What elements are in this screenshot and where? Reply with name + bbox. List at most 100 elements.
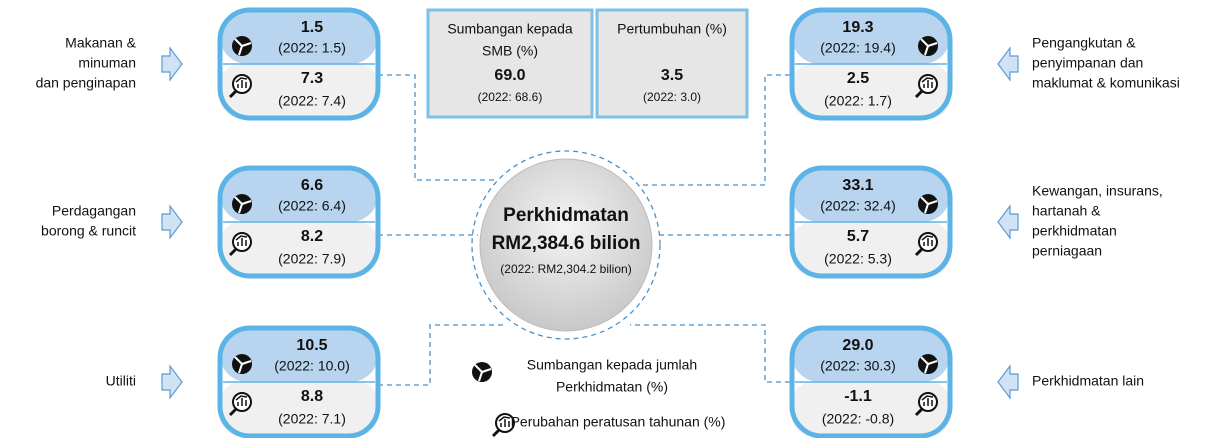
sector-arrow xyxy=(997,46,1019,82)
header-value: 69.0 xyxy=(494,67,525,84)
contribution-box xyxy=(426,8,594,119)
sector-badge-frame xyxy=(789,7,953,121)
growth-icon xyxy=(498,416,511,427)
growth-icon xyxy=(235,77,248,88)
sector-share-previous: (2022: 10.0) xyxy=(274,358,350,374)
growth-icon xyxy=(228,247,238,257)
sector-arrow xyxy=(161,46,183,82)
share-icon xyxy=(234,38,252,56)
share-icon xyxy=(474,364,492,382)
sector-share-previous: (2022: 32.4) xyxy=(820,198,896,214)
legend-text: Perubahan peratusan tahunan (%) xyxy=(511,414,726,430)
header-label: SMB (%) xyxy=(482,43,538,59)
header-previous: (2022: 3.0) xyxy=(643,90,701,104)
sector-growth-previous: (2022: 5.3) xyxy=(824,251,892,267)
sector-badge-top xyxy=(792,168,950,222)
sector-label: Utiliti xyxy=(106,373,136,389)
sector-share: 33.1 xyxy=(842,177,873,194)
sector-arrow xyxy=(161,204,183,240)
sector-badge-top xyxy=(792,328,950,382)
sector-growth: 5.7 xyxy=(847,228,869,245)
sector-label: minuman xyxy=(78,55,136,71)
sector-share-previous: (2022: 19.4) xyxy=(820,40,896,56)
sector-growth: 2.5 xyxy=(847,70,869,87)
connector xyxy=(640,74,790,186)
growth-icon xyxy=(921,235,934,246)
sector-growth-previous: (2022: -0.8) xyxy=(822,411,894,427)
growth-icon xyxy=(228,89,238,99)
growth-icon xyxy=(914,89,924,99)
growth-icon xyxy=(914,247,924,257)
growth-icon xyxy=(235,235,248,246)
sector-badge-bottom xyxy=(792,382,950,436)
sector-label: Makanan & xyxy=(65,35,136,51)
growth-box xyxy=(595,8,749,119)
sector-badge-frame xyxy=(789,325,953,438)
sector-badge-top xyxy=(220,168,378,222)
center-circle xyxy=(479,158,653,332)
sector-growth-previous: (2022: 7.1) xyxy=(278,411,346,427)
growth-icon xyxy=(914,407,924,417)
sector-badge-top xyxy=(220,328,378,382)
connector xyxy=(378,324,505,386)
connector xyxy=(378,74,495,181)
sector-share-previous: (2022: 30.3) xyxy=(820,358,896,374)
share-icon xyxy=(234,356,252,374)
sector-growth: 8.8 xyxy=(301,388,323,405)
sector-share: 6.6 xyxy=(301,177,323,194)
sector-badge-frame xyxy=(789,165,953,279)
sector-badge-frame xyxy=(217,325,381,438)
header-previous: (2022: 68.6) xyxy=(478,90,543,104)
growth-icon xyxy=(921,77,934,88)
sector-badge-bottom xyxy=(220,64,378,118)
sector-label: penyimpanan dan xyxy=(1032,55,1143,71)
sector-badge-frame xyxy=(217,7,381,121)
header-label: Pertumbuhan (%) xyxy=(617,21,727,37)
sector-growth: 8.2 xyxy=(301,228,323,245)
sector-label: Pengangkutan & xyxy=(1032,35,1136,51)
sector-growth: -1.1 xyxy=(844,388,872,405)
sector-label: Perdagangan xyxy=(52,203,136,219)
sector-badge-top xyxy=(220,10,378,64)
center-title: Perkhidmatan xyxy=(503,205,629,226)
sector-badge-bottom xyxy=(220,222,378,276)
share-icon xyxy=(920,196,938,214)
sector-share: 10.5 xyxy=(296,337,327,354)
sector-badge-bottom xyxy=(792,222,950,276)
sector-arrow xyxy=(161,364,183,400)
sector-share: 29.0 xyxy=(842,337,873,354)
sector-badge-bottom xyxy=(220,382,378,436)
sector-badge-top xyxy=(792,10,950,64)
sector-arrow xyxy=(997,364,1019,400)
legend-text: Sumbangan kepada jumlah xyxy=(527,357,697,373)
center-value: RM2,384.6 bilion xyxy=(492,233,641,254)
sector-label: dan penginapan xyxy=(36,75,136,91)
growth-icon xyxy=(228,407,238,417)
sector-label: maklumat & komunikasi xyxy=(1032,75,1180,91)
center-previous: (2022: RM2,304.2 bilion) xyxy=(500,262,631,276)
growth-icon xyxy=(491,428,501,438)
header-value: 3.5 xyxy=(661,67,683,84)
sector-label: perniagaan xyxy=(1032,243,1102,259)
sector-share-previous: (2022: 6.4) xyxy=(278,198,346,214)
sector-badge-frame xyxy=(217,165,381,279)
center-ring xyxy=(471,150,661,340)
connector xyxy=(630,324,790,383)
sector-growth-previous: (2022: 1.7) xyxy=(824,93,892,109)
share-icon xyxy=(234,196,252,214)
growth-icon xyxy=(235,395,248,406)
sector-label: hartanah & xyxy=(1032,203,1101,219)
growth-icon xyxy=(921,395,934,406)
sector-growth-previous: (2022: 7.9) xyxy=(278,251,346,267)
header-label: Sumbangan kepada xyxy=(447,21,573,37)
share-icon xyxy=(920,38,938,56)
sector-arrow xyxy=(997,204,1019,240)
legend-text: Perkhidmatan (%) xyxy=(556,379,668,395)
sector-share: 1.5 xyxy=(301,19,323,36)
sector-growth: 7.3 xyxy=(301,70,323,87)
sector-label: borong & runcit xyxy=(41,223,136,239)
sector-badge-bottom xyxy=(792,64,950,118)
sector-label: Kewangan, insurans, xyxy=(1032,183,1163,199)
share-icon xyxy=(920,356,938,374)
